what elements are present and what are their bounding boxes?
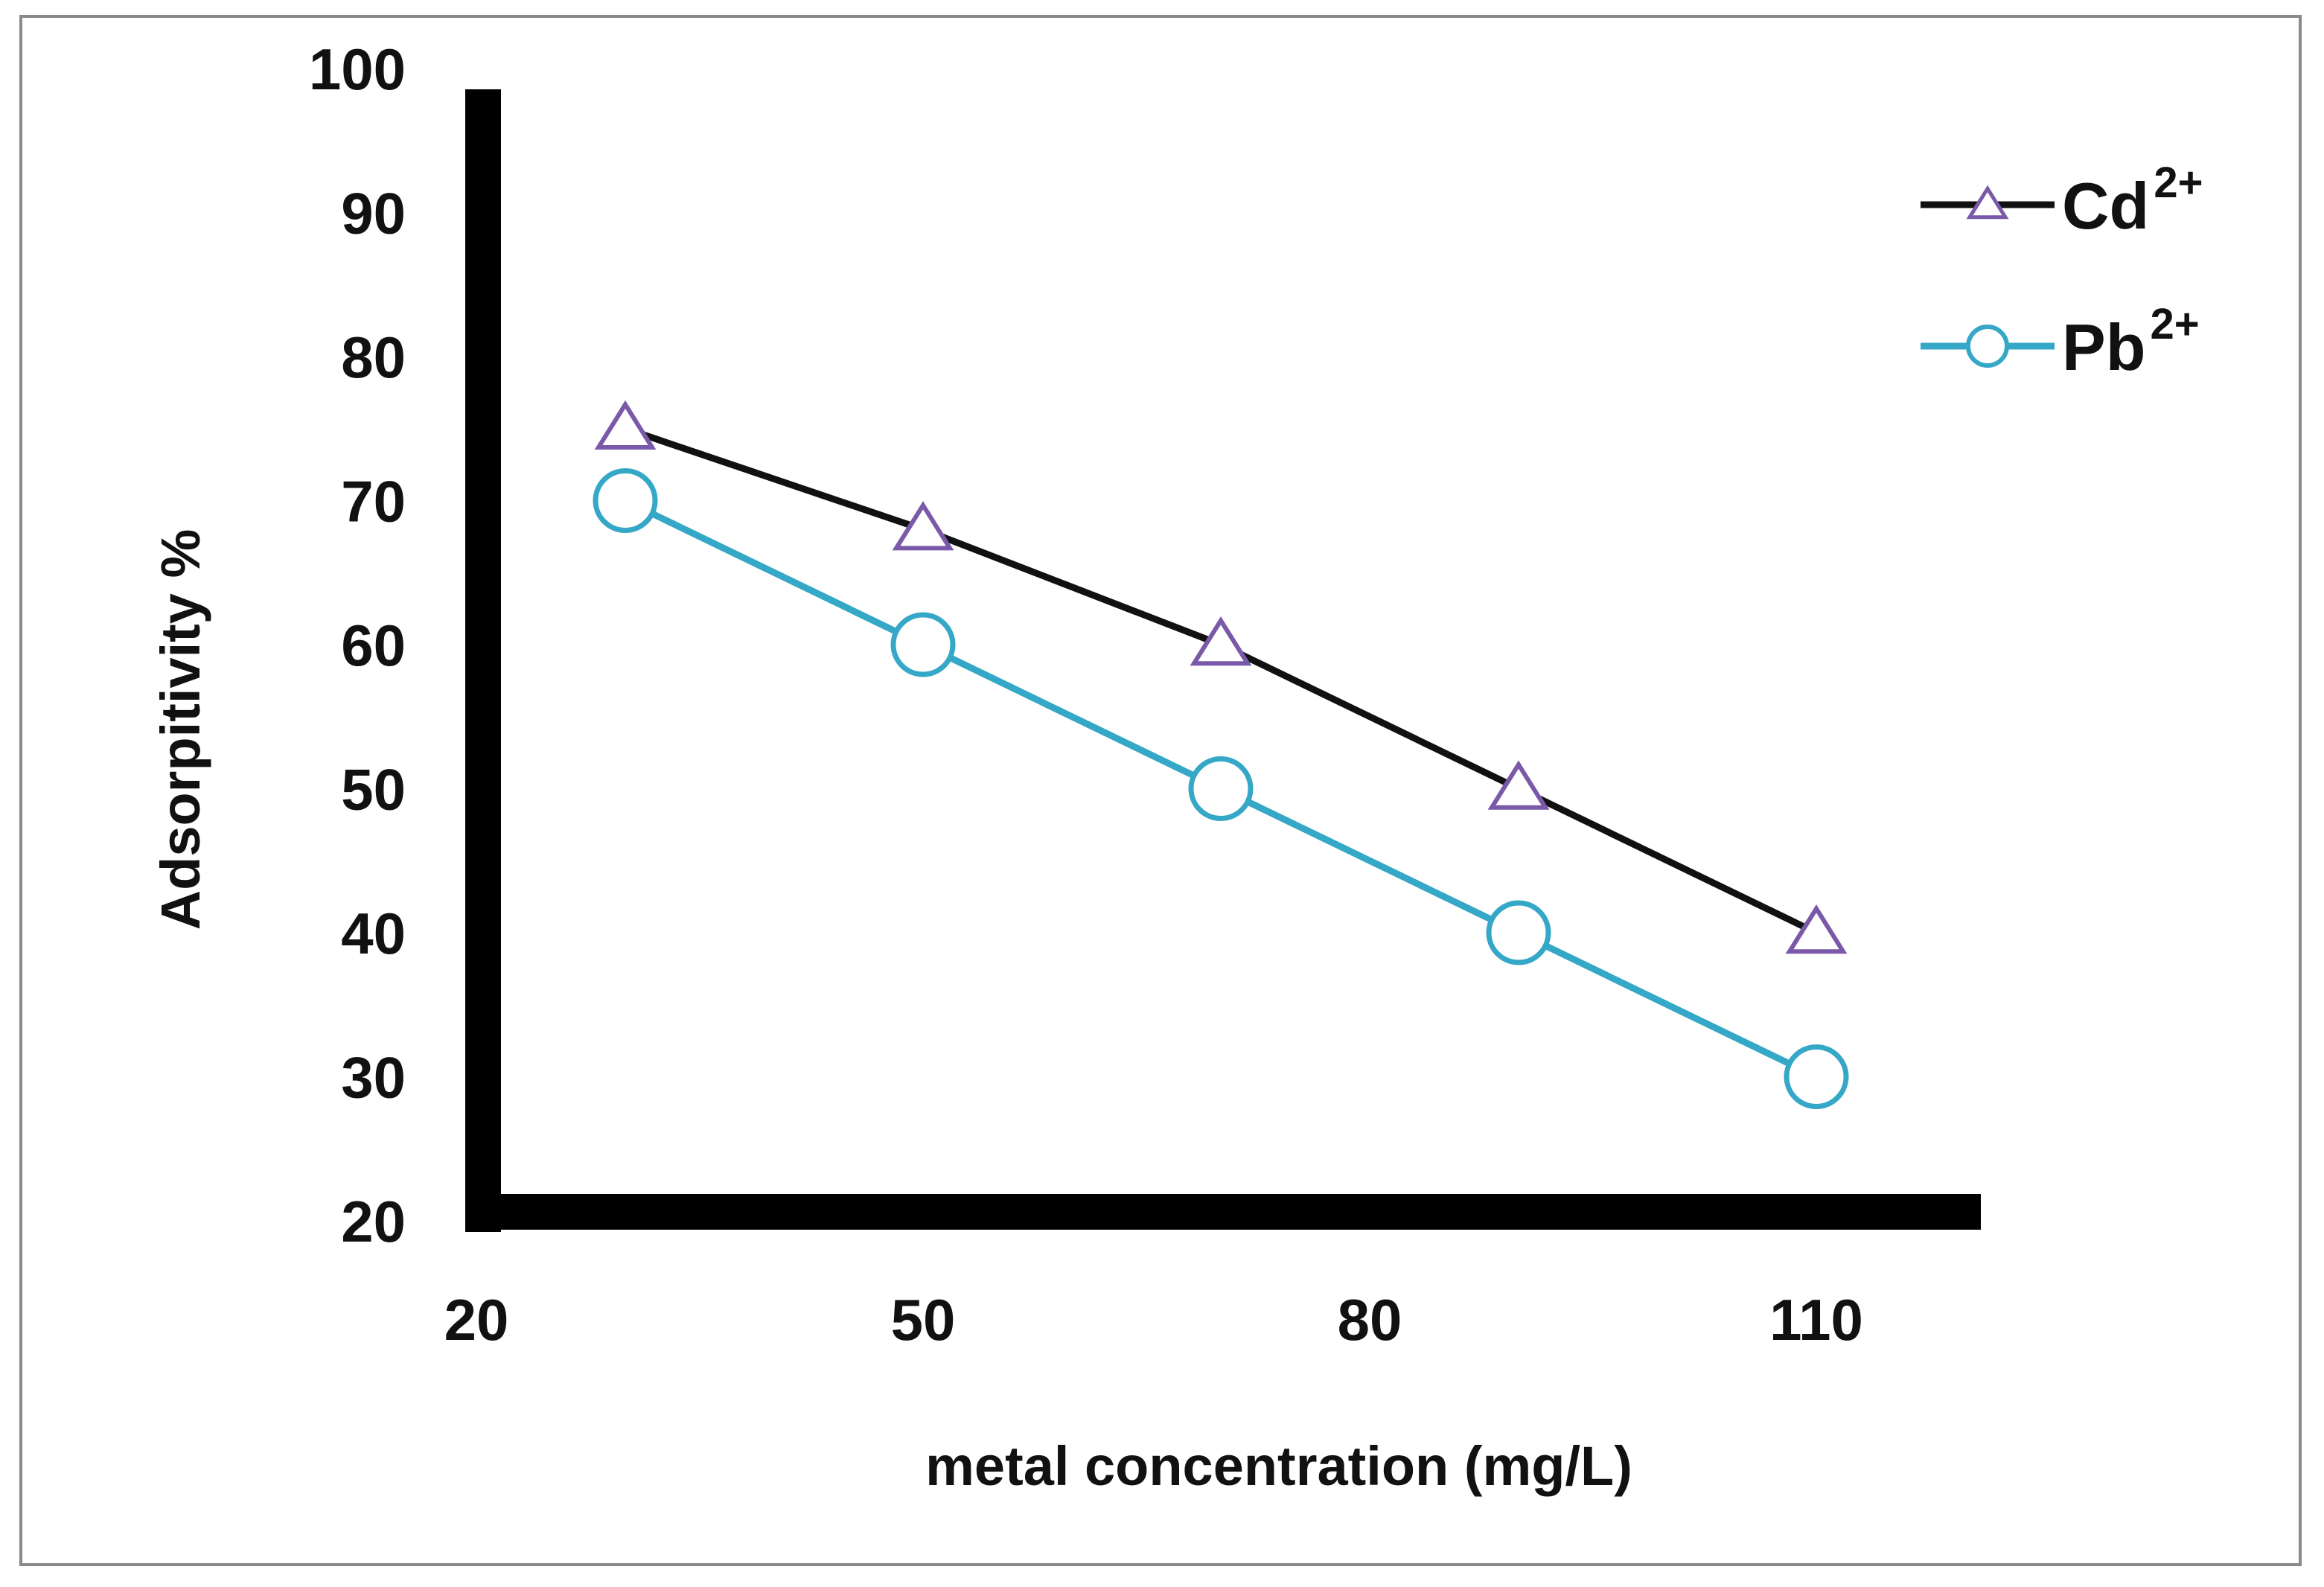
data-point: [1190, 616, 1252, 666]
legend-item-pb: Pb 2+: [1921, 300, 2200, 384]
series-line: [624, 425, 1818, 936]
y-tick-label: 50: [341, 757, 406, 823]
data-point: [1188, 756, 1254, 821]
y-tick-label: 90: [341, 181, 406, 246]
data-point: [593, 468, 658, 533]
y-tick-label: 60: [341, 613, 406, 678]
legend-marker: [1966, 325, 2009, 368]
series-pb: [593, 468, 1849, 1109]
data-point: [1784, 1044, 1849, 1109]
data-point: [890, 612, 956, 677]
tick-labels: 20 30 40 50 60 70 80 90 100 20 50 80 110: [309, 36, 1863, 1353]
y-tick-label: 100: [309, 36, 406, 102]
chart-frame: [19, 15, 2302, 1566]
x-tick-label: 110: [1769, 1287, 1863, 1353]
axis-titles: metal concentration (mg/L) Adsorpitivity…: [150, 529, 1632, 1497]
legend-item-cd: Cd 2+: [1921, 159, 2203, 243]
series-cd: [594, 400, 1848, 954]
y-tick-label: 40: [341, 901, 406, 966]
x-tick-label: 50: [891, 1287, 956, 1353]
y-tick-label: 30: [341, 1045, 406, 1111]
x-tick-label: 20: [444, 1287, 509, 1353]
legend-label: Pb 2+: [2062, 300, 2200, 384]
x-axis-line: [465, 1194, 1981, 1230]
data-point: [1486, 900, 1551, 965]
y-tick-label: 80: [341, 325, 406, 390]
series: [593, 400, 1849, 1109]
axes: [465, 89, 1981, 1232]
legend: Cd 2+ Pb 2+: [1921, 159, 2203, 384]
y-axis-line: [465, 89, 501, 1232]
data-point: [1785, 904, 1848, 954]
x-tick-label: 80: [1338, 1287, 1402, 1353]
data-point: [1487, 760, 1550, 810]
data-point: [892, 501, 954, 551]
y-tick-label: 70: [341, 469, 406, 534]
legend-marker: [1966, 185, 2009, 220]
y-tick-label: 20: [341, 1189, 406, 1254]
data-point: [594, 400, 657, 450]
legend-label: Cd 2+: [2062, 159, 2203, 243]
y-axis-title: Adsorpitivity %: [150, 529, 211, 930]
x-axis-title: metal concentration (mg/L): [925, 1435, 1632, 1497]
